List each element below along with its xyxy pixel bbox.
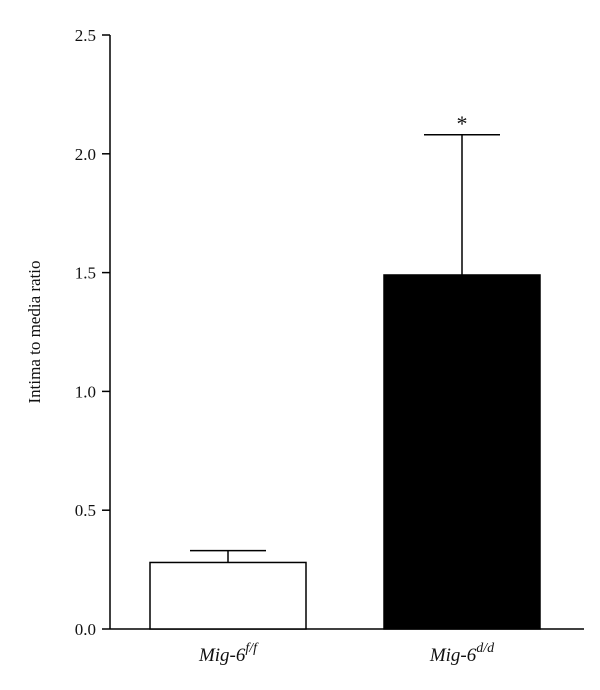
significance-marker: *: [457, 111, 468, 136]
y-tick-label: 0.5: [75, 501, 96, 520]
x-tick-label: Mig-6d/d: [429, 641, 495, 666]
x-tick-label: Mig-6f/f: [198, 641, 259, 666]
bar: [383, 274, 541, 630]
y-tick-label: 0.0: [75, 620, 96, 639]
bars: *: [149, 111, 541, 630]
y-tick-label: 2.0: [75, 145, 96, 164]
bar: [149, 561, 307, 630]
x-axis: Mig-6f/f Mig-6d/d: [110, 628, 584, 666]
y-tick-label: 1.0: [75, 382, 96, 401]
y-tick-label: 2.5: [75, 26, 96, 45]
y-tick-label: 1.5: [75, 264, 96, 283]
y-axis: 0.0 0.5 1.0 1.5 2.0 2.5: [75, 26, 111, 639]
y-axis-title: Intima to media ratio: [25, 260, 44, 403]
